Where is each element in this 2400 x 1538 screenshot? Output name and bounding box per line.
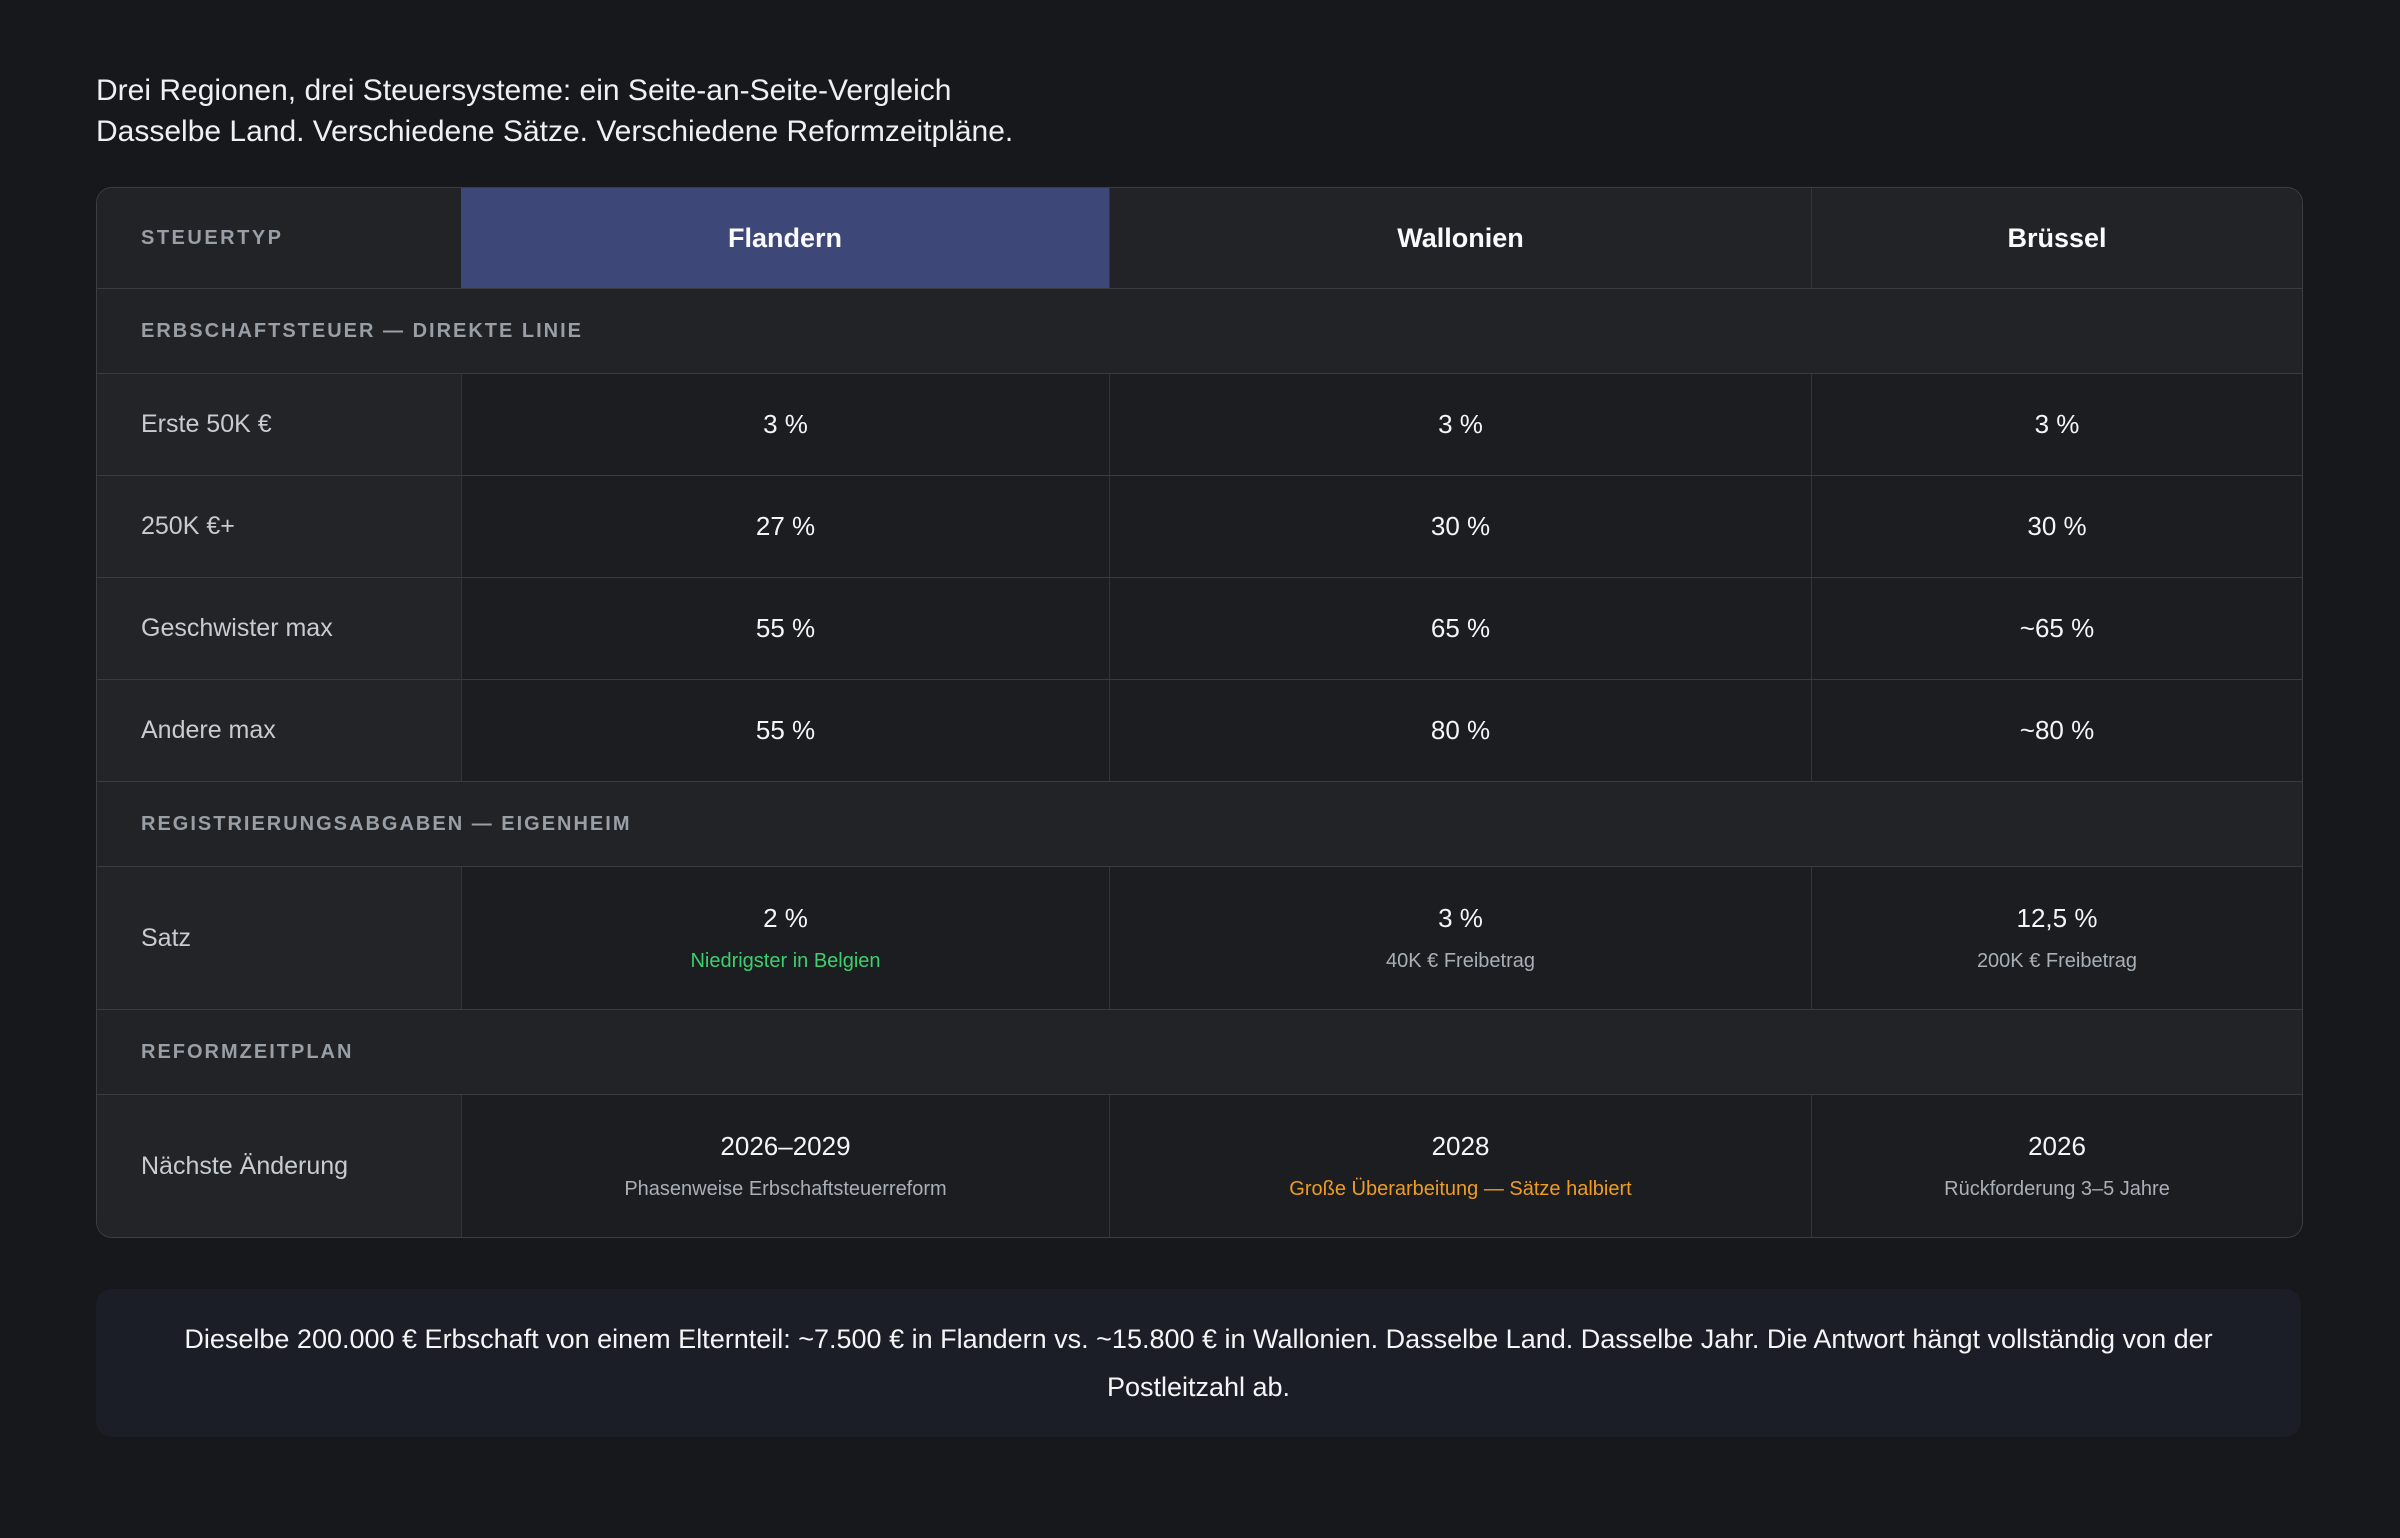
footer-note-text: Dieselbe 200.000 € Erbschaft von einem E… [184,1324,2213,1402]
row-label: Erste 50K € [97,374,461,475]
section-registrierungsabgaben-title: REGISTRIERUNGSABGABEN — EIGENHEIM [141,812,632,835]
cell-value: 55 % [755,715,816,745]
cell-value: 30 % [2027,511,2087,541]
cell-wallonien: 80 % [1109,680,1811,781]
footer-note-box: Dieselbe 200.000 € Erbschaft von einem E… [96,1289,2301,1437]
cell-wallonien: 2028 Große Überarbeitung — Sätze halbier… [1109,1095,1811,1237]
header-bruessel-label: Brüssel [2007,222,2107,253]
cell-value: 80 % [1430,715,1491,745]
row-label: Nächste Änderung [97,1095,461,1237]
table-row-naechste-aenderung: Nächste Änderung 2026–2029 Phasenweise E… [97,1094,2302,1237]
cell-note: 200K € Freibetrag [1976,950,2138,972]
cell-value: 3 % [1438,409,1483,439]
cell-flandern: 2 % Niedrigster in Belgien [461,867,1109,1009]
cell-note: Niedrigster in Belgien [690,950,881,972]
section-registrierungsabgaben: REGISTRIERUNGSABGABEN — EIGENHEIM [97,781,2302,866]
cell-bruessel: 3 % [1811,374,2302,475]
cell-value: 55 % [755,613,816,643]
cell-value: 3 % [2034,409,2080,439]
table-header-row: STEUERTYP Flandern Wallonien Brüssel [97,188,2302,288]
row-label: Satz [97,867,461,1009]
header-steuertyp-label: STEUERTYP [141,226,284,249]
cell-wallonien: 3 % [1109,374,1811,475]
header-flandern[interactable]: Flandern [461,188,1109,288]
table-row-andere-max: Andere max 55 % 80 % ~80 % [97,679,2302,781]
subtitle-line: Dasselbe Land. Verschiedene Sätze. Versc… [96,115,1014,148]
cell-value: ~80 % [2019,715,2095,745]
row-label: Geschwister max [97,578,461,679]
cell-note: Rückforderung 3–5 Jahre [1944,1178,2170,1200]
cell-wallonien: 65 % [1109,578,1811,679]
comparison-table: STEUERTYP Flandern Wallonien Brüssel ERB… [96,187,2303,1238]
section-reformzeitplan-title: REFORMZEITPLAN [141,1040,354,1063]
row-label: 250K €+ [97,476,461,577]
header-wallonien[interactable]: Wallonien [1109,188,1811,288]
cell-bruessel: 30 % [1811,476,2302,577]
cell-wallonien: 3 % 40K € Freibetrag [1109,867,1811,1009]
table-row-250k: 250K €+ 27 % 30 % 30 % [97,475,2302,577]
cell-flandern: 3 % [461,374,1109,475]
cell-value: 27 % [755,511,816,541]
cell-value: 3 % [1438,903,1483,933]
header-flandern-label: Flandern [727,222,842,253]
cell-bruessel: 2026 Rückforderung 3–5 Jahre [1811,1095,2302,1237]
cell-value: 3 % [763,409,808,439]
title-line: Drei Regionen, drei Steuersysteme: ein S… [96,74,952,107]
cell-flandern: 27 % [461,476,1109,577]
cell-flandern: 55 % [461,680,1109,781]
cell-bruessel: ~65 % [1811,578,2302,679]
cell-bruessel: ~80 % [1811,680,2302,781]
header-bruessel[interactable]: Brüssel [1811,188,2302,288]
cell-note: 40K € Freibetrag [1386,950,1535,972]
table-row-satz: Satz 2 % Niedrigster in Belgien 3 % 40K … [97,866,2302,1009]
cell-value: 65 % [1430,613,1491,643]
cell-value: 12,5 % [2016,903,2098,933]
header-steuertyp: STEUERTYP [97,188,461,288]
cell-value: ~65 % [2019,613,2095,643]
cell-wallonien: 30 % [1109,476,1811,577]
section-erbschaftsteuer-title: ERBSCHAFTSTEUER — DIREKTE LINIE [141,319,584,342]
cell-note: Phasenweise Erbschaftsteuerreform [624,1178,947,1200]
section-erbschaftsteuer: ERBSCHAFTSTEUER — DIREKTE LINIE [97,288,2302,373]
cell-flandern: 55 % [461,578,1109,679]
page-title: Drei Regionen, drei Steuersysteme: ein S… [96,70,1013,152]
table-row-erste-50k: Erste 50K € 3 % 3 % 3 % [97,373,2302,475]
cell-value: 2026–2029 [720,1131,851,1161]
cell-bruessel: 12,5 % 200K € Freibetrag [1811,867,2302,1009]
cell-value: 30 % [1430,511,1491,541]
row-label: Andere max [97,680,461,781]
cell-note: Große Überarbeitung — Sätze halbiert [1289,1178,1632,1200]
cell-value: 2 % [763,903,808,933]
section-reformzeitplan: REFORMZEITPLAN [97,1009,2302,1094]
header-wallonien-label: Wallonien [1397,222,1524,253]
cell-value: 2026 [2028,1131,2086,1161]
table-row-geschwister-max: Geschwister max 55 % 65 % ~65 % [97,577,2302,679]
cell-flandern: 2026–2029 Phasenweise Erbschaftsteuerref… [461,1095,1109,1237]
cell-value: 2028 [1431,1131,1490,1161]
